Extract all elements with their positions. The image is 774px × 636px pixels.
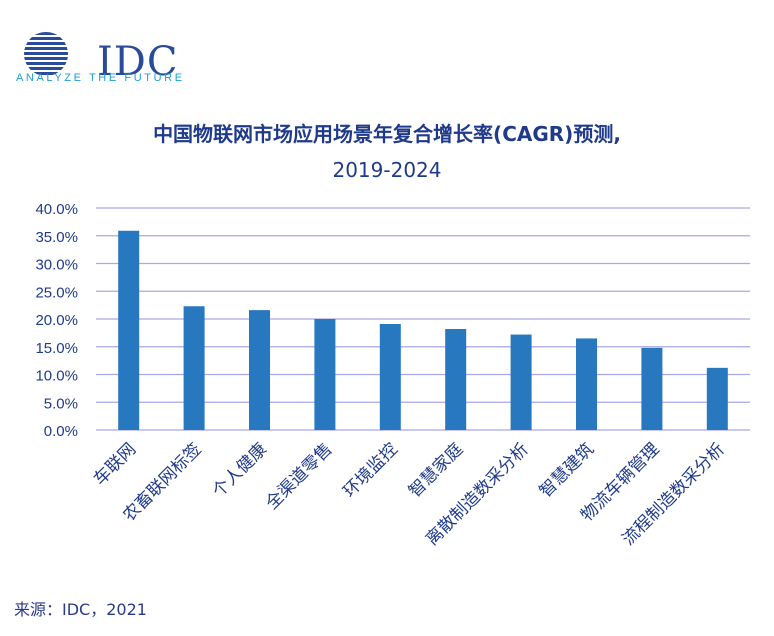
x-category-label: 车联网 bbox=[90, 439, 140, 489]
y-tick-label: 35.0% bbox=[35, 229, 78, 246]
bar bbox=[510, 334, 532, 430]
chart-subtitle: 2019-2024 bbox=[332, 158, 442, 182]
bar bbox=[249, 310, 270, 430]
x-category-label: 智慧建筑 bbox=[536, 439, 598, 501]
idc-globe-icon bbox=[24, 32, 68, 75]
bar bbox=[379, 323, 401, 430]
y-tick-label: 0.0% bbox=[44, 423, 78, 440]
y-tick-label: 10.0% bbox=[35, 368, 78, 385]
bar bbox=[183, 306, 205, 430]
y-tick-label: 40.0% bbox=[35, 201, 78, 218]
bar bbox=[118, 230, 140, 430]
bar bbox=[314, 319, 336, 430]
y-tick-label: 20.0% bbox=[35, 312, 78, 329]
bar bbox=[706, 367, 728, 430]
chart-title: 中国物联网市场应用场景年复合增长率(CAGR)预测, bbox=[153, 122, 621, 146]
y-tick-label: 5.0% bbox=[44, 395, 78, 412]
x-category-label: 全渠道零售 bbox=[262, 439, 336, 513]
logo-tagline: ANALYZE THE FUTURE bbox=[16, 72, 185, 84]
source-note: 来源：IDC，2021 bbox=[14, 600, 147, 619]
x-category-label: 环境监控 bbox=[340, 439, 402, 501]
logo-wordmark: IDC bbox=[97, 39, 179, 85]
y-tick-label: 25.0% bbox=[35, 284, 78, 301]
bar-chart: 0.0% 5.0% 10.0% 15.0% 20.0% 25.0% 30.0% 35.0% 40… bbox=[35, 201, 750, 550]
y-tick-label: 30.0% bbox=[35, 257, 78, 274]
y-tick-label: 15.0% bbox=[35, 340, 78, 357]
x-category-label: 个人健康 bbox=[209, 439, 271, 501]
idc-logo: IDC ANALYZE THE FUTURE bbox=[12, 22, 192, 92]
bar bbox=[641, 347, 663, 430]
x-category-label: 智慧家庭 bbox=[405, 439, 467, 501]
bar bbox=[576, 338, 597, 430]
bar bbox=[445, 328, 467, 430]
